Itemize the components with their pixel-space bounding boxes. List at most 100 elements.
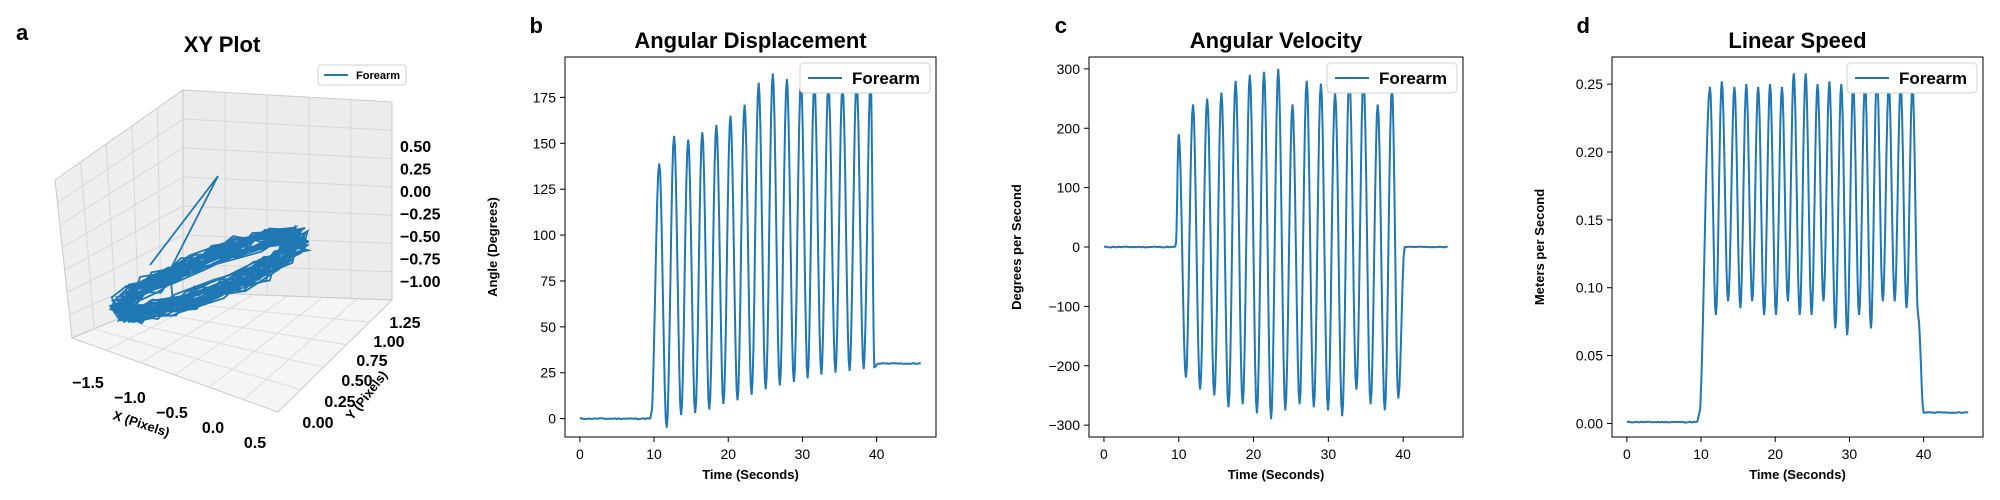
panel-title-b: Angular Displacement xyxy=(634,28,867,53)
y-tick-label: 0.75 xyxy=(356,353,387,370)
y-tick-label: 75 xyxy=(540,273,556,289)
x-axis-label: Time (Seconds) xyxy=(1749,467,1846,482)
x-tick-label: 10 xyxy=(1171,446,1187,462)
grid-line xyxy=(116,319,324,368)
x-tick-label: 0 xyxy=(1100,446,1108,462)
y-tick-label: 100 xyxy=(533,227,557,243)
x-tick-label: 30 xyxy=(795,446,811,462)
legend: Forearm xyxy=(799,62,931,94)
y-tick-label: 0.25 xyxy=(1576,76,1603,92)
x-tick-label: 20 xyxy=(1767,446,1783,462)
y-tick-label: 125 xyxy=(533,181,557,197)
legend: Forearm xyxy=(317,64,407,86)
y-tick-label: 0.50 xyxy=(341,373,372,390)
panel-d: d Linear Speed 0.00 0.05 0.10 0.15 0.20 0.25 0 10… xyxy=(1532,13,1984,482)
y-tick-label: 0.00 xyxy=(302,415,333,432)
y-tick-label: 0 xyxy=(548,411,556,427)
y-tick-label: 0.15 xyxy=(1576,212,1603,228)
legend-box xyxy=(799,62,931,94)
y-tick-label: 175 xyxy=(533,89,557,105)
x-axis-label: Time (Seconds) xyxy=(702,467,799,482)
x-tick-label: 30 xyxy=(1842,446,1858,462)
grid-line xyxy=(59,147,184,226)
grid-line xyxy=(80,161,95,329)
x-tick-label: 30 xyxy=(1321,446,1337,462)
grid-line xyxy=(182,205,393,216)
panel-a: a XY Plot−1.5−1.0−0.50.00.5X (Pixels) 0.00… xyxy=(16,20,441,452)
legend: Forearm xyxy=(1846,62,1978,94)
grid-line xyxy=(182,118,393,131)
y-tick-label: −300 xyxy=(1048,417,1080,433)
x-tick-label: 20 xyxy=(720,446,736,462)
grid-line xyxy=(182,176,393,188)
grid-line xyxy=(140,294,253,364)
legend: Forearm xyxy=(1326,62,1458,94)
y-tick-label: 1.00 xyxy=(373,334,404,351)
grid-line xyxy=(131,125,140,311)
back-wall xyxy=(182,89,393,301)
series-line-forearm xyxy=(1103,68,1448,420)
grid-line xyxy=(156,107,162,302)
panel-label-c: c xyxy=(1055,13,1067,38)
legend-box xyxy=(317,64,407,86)
z-tick-label: 0.25 xyxy=(400,162,431,179)
grid-line xyxy=(105,143,117,320)
x-tick-label: 0.5 xyxy=(244,435,266,452)
y-axis-label: Meters per Second xyxy=(1532,189,1547,305)
series-line-forearm xyxy=(1626,73,1969,424)
z-tick-label: −0.50 xyxy=(400,229,441,246)
grid-line xyxy=(209,296,323,388)
y-tick-label: 0 xyxy=(1072,239,1080,255)
x-tick-label: 10 xyxy=(1693,446,1709,462)
grid-line xyxy=(174,295,288,376)
y-tick-label: 100 xyxy=(1057,180,1081,196)
x-tick-label: 0 xyxy=(576,446,584,462)
y-tick-label: 200 xyxy=(1057,120,1081,136)
grid-line xyxy=(57,118,184,203)
z-tick-label: −0.75 xyxy=(400,252,441,269)
z-tick-label: 0.50 xyxy=(400,139,431,156)
legend-label: Forearm xyxy=(1379,69,1447,88)
plot-frame xyxy=(1611,56,1984,438)
z-tick-label: 0.00 xyxy=(400,184,431,201)
x-tick-label: −1.0 xyxy=(114,390,146,407)
grid-line xyxy=(94,328,301,391)
y-tick-label: 0.00 xyxy=(1576,415,1603,431)
z-tick-label: −1.00 xyxy=(400,274,441,291)
y-tick-label: 0.10 xyxy=(1576,280,1603,296)
y-tick-label: 25 xyxy=(540,365,556,381)
y-tick-label: 50 xyxy=(540,319,556,335)
panel-title-c: Angular Velocity xyxy=(1190,28,1363,53)
y-tick-label: 1.25 xyxy=(389,315,420,332)
y-tick-label: 300 xyxy=(1057,61,1081,77)
y-tick-label: 0.25 xyxy=(324,394,355,411)
x-tick-label: −1.5 xyxy=(72,375,104,392)
x-tick-label: −0.5 xyxy=(156,405,188,422)
x-tick-label: 40 xyxy=(1395,446,1411,462)
y-tick-label: 0.20 xyxy=(1576,144,1603,160)
grid-line xyxy=(182,263,393,273)
x-tick-label: 40 xyxy=(1916,446,1932,462)
legend-label: Forearm xyxy=(1899,69,1967,88)
grid-line xyxy=(61,176,184,248)
legend-label: Forearm xyxy=(356,70,400,82)
panel-title-a: XY Plot xyxy=(184,32,261,57)
legend-label: Forearm xyxy=(852,69,920,88)
legend-box xyxy=(1846,62,1978,94)
plot-frame xyxy=(1088,56,1464,438)
y-tick-label: −100 xyxy=(1048,298,1080,314)
grid-line xyxy=(243,298,358,401)
panel-label-b: b xyxy=(530,13,543,38)
x-tick-label: 20 xyxy=(1246,446,1262,462)
x-axis-label: Time (Seconds) xyxy=(1228,467,1325,482)
y-tick-label: −200 xyxy=(1048,358,1080,374)
grid-line xyxy=(182,147,393,160)
grid-line xyxy=(64,205,184,271)
x-tick-label: 40 xyxy=(869,446,885,462)
plot-frame xyxy=(564,56,937,438)
grid-line xyxy=(66,234,184,293)
x-tick-label: 0.0 xyxy=(202,420,224,437)
panel-label-d: d xyxy=(1577,13,1590,38)
